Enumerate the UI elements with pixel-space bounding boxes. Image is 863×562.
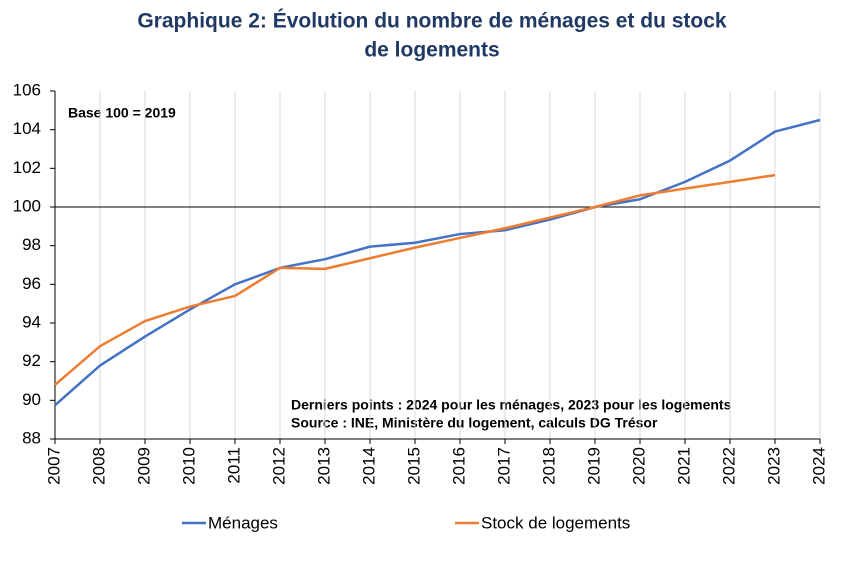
y-tick-label: 96 xyxy=(22,274,41,293)
annotation: Source : INE, Ministère du logement, cal… xyxy=(291,415,658,431)
legend-label: Ménages xyxy=(208,513,278,532)
y-tick-label: 90 xyxy=(22,390,41,409)
x-tick-label: 2008 xyxy=(89,447,108,485)
annotation: Base 100 = 2019 xyxy=(68,105,176,121)
x-tick-label: 2014 xyxy=(359,447,378,485)
x-tick-label: 2024 xyxy=(809,447,828,485)
x-tick-label: 2023 xyxy=(764,447,783,485)
x-tick-label: 2022 xyxy=(719,447,738,485)
chart-title: de logements xyxy=(364,39,499,62)
annotation: Derniers points : 2024 pour les ménages,… xyxy=(291,397,732,413)
series-line xyxy=(54,118,821,407)
legend-label: Stock de logements xyxy=(481,513,630,532)
x-tick-label: 2013 xyxy=(314,447,333,485)
x-tick-label: 2007 xyxy=(44,447,63,485)
x-tick-label: 2019 xyxy=(584,447,603,485)
x-tick-label: 2017 xyxy=(494,447,513,485)
series-line xyxy=(54,173,776,386)
y-tick-label: 94 xyxy=(22,312,41,331)
y-tick-label: 88 xyxy=(22,428,41,447)
y-tick-label: 98 xyxy=(22,235,41,254)
y-tick-label: 100 xyxy=(13,196,41,215)
y-tick-label: 104 xyxy=(13,119,41,138)
y-tick-label: 92 xyxy=(22,351,41,370)
x-tick-label: 2020 xyxy=(629,447,648,485)
x-tick-label: 2011 xyxy=(224,447,243,484)
y-tick-label: 102 xyxy=(13,158,41,177)
x-tick-label: 2018 xyxy=(539,447,558,485)
x-tick-label: 2010 xyxy=(179,447,198,485)
x-tick-label: 2015 xyxy=(404,447,423,485)
chart-title: Graphique 2: Évolution du nombre de ména… xyxy=(137,10,727,33)
x-tick-label: 2016 xyxy=(449,447,468,485)
x-tick-label: 2012 xyxy=(269,447,288,485)
x-tick-label: 2021 xyxy=(674,447,693,485)
y-tick-label: 106 xyxy=(13,80,41,99)
x-tick-label: 2009 xyxy=(134,447,153,485)
